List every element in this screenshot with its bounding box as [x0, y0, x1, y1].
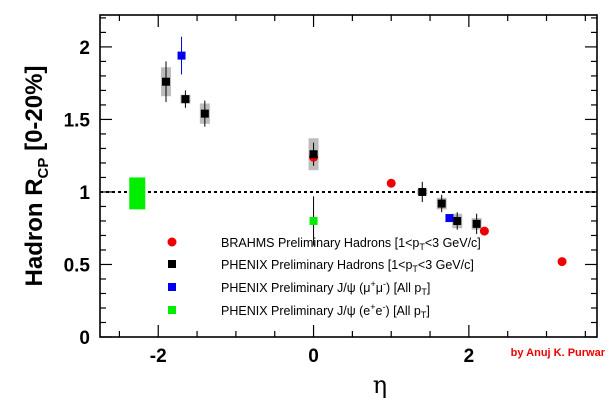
point-marker-series-1 [200, 109, 209, 118]
x-tick-label: 2 [464, 346, 475, 367]
legend-marker-jpsi-mumu [168, 283, 176, 291]
point-marker-series-3 [309, 216, 318, 225]
y-axis-label-range: [0-20%] [21, 66, 48, 158]
y-axis-label-subscript: CP [35, 158, 52, 179]
legend-label-jpsi-ee: PHENIX Preliminary J/ψ (e+e-) [All pT] [221, 302, 430, 320]
y-tick-label: 2 [79, 38, 90, 59]
point-marker-series-1 [472, 219, 481, 228]
legend-jpsi-mumu-mid: μ [376, 281, 383, 295]
point-marker-series-1 [181, 95, 190, 104]
point-marker-series-0 [557, 257, 567, 267]
data-points [161, 36, 567, 267]
plot-frame [99, 14, 598, 338]
systematic-error-bands [161, 67, 482, 230]
y-axis-label: Hadron RCP [0-20%] [21, 66, 52, 287]
legend-jpsi-ee-mid: e [375, 304, 382, 318]
y-tick-label: 1.5 [64, 110, 91, 131]
author-credit: by Anuj K. Purwar [511, 347, 606, 359]
legend-jpsi-ee-main: PHENIX Preliminary J/ψ (e [221, 304, 370, 318]
legend-phenix-hadrons-sub: T [412, 264, 418, 274]
point-marker-series-0 [479, 226, 489, 236]
y-tick-label: 0 [79, 328, 90, 349]
point-marker-series-1 [437, 199, 446, 208]
legend-jpsi-mumu-end: ] [427, 281, 430, 295]
axis-tick-labels: -2 0 2 0 0.5 1 1.5 2 [64, 38, 475, 367]
x-tick-label: -2 [150, 346, 167, 367]
legend-brahms-sub: T [419, 242, 425, 252]
normalization-uncertainty-box [129, 177, 146, 210]
point-marker-series-1 [162, 77, 171, 86]
legend-jpsi-mumu-sup2: - [383, 279, 386, 289]
legend-brahms-tail: <3 GeV/c] [425, 236, 481, 250]
legend-label-brahms: BRAHMS Preliminary Hadrons [1<pT<3 GeV/c… [221, 236, 481, 252]
legend-jpsi-ee-end: ] [426, 304, 429, 318]
legend-label-phenix-hadrons: PHENIX Preliminary Hadrons [1<pT<3 GeV/c… [221, 258, 474, 274]
point-marker-series-2 [177, 51, 186, 60]
legend: BRAHMS Preliminary Hadrons [1<pT<3 GeV/c… [167, 236, 481, 320]
x-axis-label: η [373, 371, 387, 398]
legend-marker-brahms [167, 237, 177, 247]
legend-jpsi-ee-sub: T [421, 310, 427, 320]
legend-jpsi-ee-sup1: + [370, 302, 375, 312]
legend-jpsi-mumu-sub: T [421, 287, 427, 297]
markers [162, 51, 567, 267]
point-marker-series-1 [453, 216, 462, 225]
point-marker-series-0 [386, 178, 396, 188]
legend-label-jpsi-mumu: PHENIX Preliminary J/ψ (μ+μ-) [All pT] [221, 279, 430, 297]
x-tick-label: 0 [308, 346, 319, 367]
point-marker-series-2 [445, 214, 454, 223]
legend-brahms-main: BRAHMS Preliminary Hadrons [1<p [221, 236, 419, 250]
legend-marker-phenix-hadrons [168, 260, 176, 268]
point-marker-series-1 [309, 150, 318, 159]
point-marker-series-1 [418, 187, 427, 196]
legend-phenix-hadrons-main: PHENIX Preliminary Hadrons [1<p [221, 258, 412, 272]
legend-jpsi-mumu-tail: ) [All p [386, 281, 421, 295]
legend-jpsi-mumu-main: PHENIX Preliminary J/ψ (μ [221, 281, 370, 295]
legend-marker-jpsi-ee [168, 306, 176, 314]
error-bars [165, 36, 478, 246]
legend-jpsi-mumu-sup1: + [370, 279, 375, 289]
legend-phenix-hadrons-tail: <3 GeV/c] [418, 258, 474, 272]
y-axis-label-main: Hadron R [21, 178, 48, 286]
y-tick-label: 1 [79, 183, 90, 204]
legend-jpsi-ee-tail: ) [All p [385, 304, 420, 318]
y-tick-label: 0.5 [64, 255, 91, 276]
legend-jpsi-ee-sup2: - [382, 302, 385, 312]
axis-ticks [100, 15, 597, 338]
